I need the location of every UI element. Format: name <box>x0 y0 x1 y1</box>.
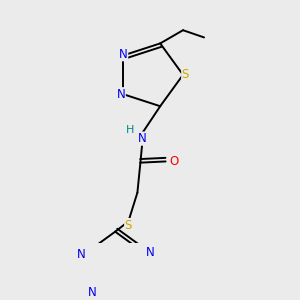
Text: N: N <box>116 88 125 101</box>
Text: N: N <box>119 48 128 61</box>
Text: N: N <box>138 132 147 145</box>
Text: S: S <box>125 219 132 232</box>
Text: S: S <box>182 68 189 81</box>
Text: N: N <box>88 286 97 299</box>
Text: N: N <box>146 246 154 259</box>
Text: O: O <box>169 155 178 168</box>
Text: N: N <box>77 248 86 261</box>
Text: H: H <box>126 125 134 135</box>
